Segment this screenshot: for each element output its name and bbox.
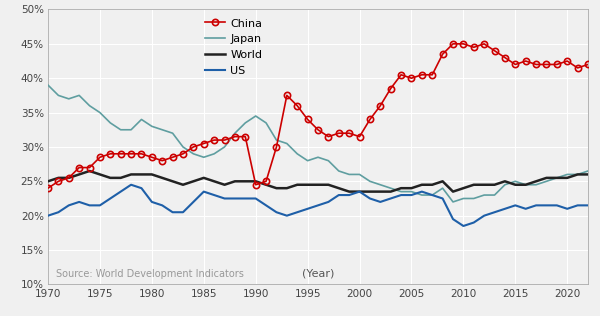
Text: (Year): (Year) (302, 269, 334, 279)
Text: Source: World Development Indicators: Source: World Development Indicators (56, 269, 244, 279)
Legend: China, Japan, World, US: China, Japan, World, US (205, 18, 262, 76)
